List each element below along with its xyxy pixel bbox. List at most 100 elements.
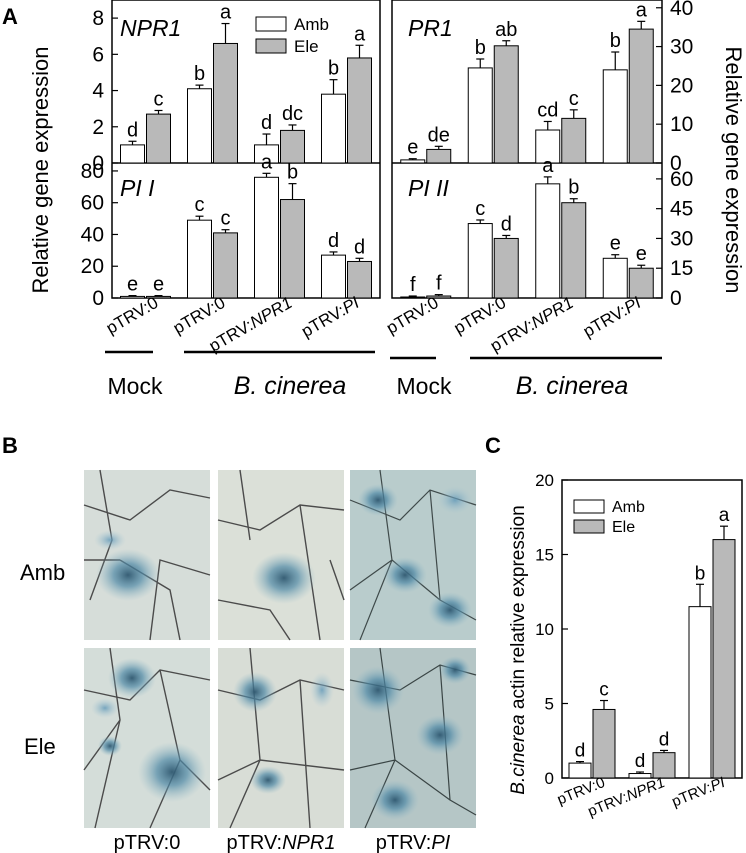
bar-amb [321,93,346,164]
lesion [98,736,122,756]
y-tick-label: 2 [92,116,104,139]
legend-c: Amb Ele [573,499,645,536]
c-bar-ele [592,708,616,779]
c-y-tick-label: 20 [535,471,554,490]
y-tick-label: 0 [92,152,104,175]
lesion [437,486,473,514]
x-tick-label-prefix: pTRV: [383,298,433,338]
y-tick-label: 60 [670,168,693,191]
leaf-veins [217,647,345,829]
photo-col-label-ptrvnpr1: pTRV:NPR1 [227,832,336,853]
x-tick-label-prefix: pTRV: [580,301,630,341]
c-bar-amb [688,606,712,779]
y-tick-label: 4 [92,80,104,103]
c-bar-ele [652,752,676,779]
y-tick-label: 0 [92,287,104,310]
significance-letter: d [261,112,272,134]
significance-letter: a [636,0,648,21]
y-tick-label: 6 [92,43,104,66]
significance-letter: a [542,155,554,177]
frame-a-left [111,0,381,299]
legend-a: Amb Ele [255,15,329,56]
bar-ele [493,45,519,164]
lesion [250,766,286,794]
x-tick-label-gene: NPR1 [247,293,296,332]
c-y-axis-label-organism: B.cinerea [508,714,529,794]
x-tick-label: pTRV:PI [580,293,645,341]
bar-ele [280,129,305,164]
title-pi2: PI II [408,175,450,201]
bar-ele [213,42,238,164]
lesion [358,484,398,516]
lesion [108,658,156,698]
y-tick-label: 40 [670,0,693,20]
c-bar-amb [568,762,592,779]
lesion [252,552,316,604]
legend-c-swatch-amb [573,499,605,514]
significance-letter: c [154,88,164,110]
c-significance-letter: d [635,751,646,772]
significance-letter: d [328,230,339,252]
x-tick-label-prefix: pTRV: [487,316,537,356]
c-x-tick-label: pTRV:PI [669,774,727,811]
bar-ele [280,199,305,299]
y-tick-label: 0 [670,152,682,175]
bar-amb [602,257,628,299]
bar-ele [347,260,372,299]
significance-letter: d [127,119,138,141]
c-x-tick-label-gene: PI [708,774,728,795]
y-tick-label: 60 [81,192,104,215]
y-tick-label: 45 [670,198,693,221]
bar-ele [493,237,519,299]
photo-ele-ptrv0 [83,647,211,829]
panel-label-c: C [485,433,501,458]
significance-letter: c [569,88,579,110]
lesion [371,780,419,820]
significance-letter: b [328,58,339,80]
significance-letter: f [436,273,442,295]
bar-amb [120,295,145,299]
panel-label-a: A [2,4,18,29]
bar-amb [187,219,212,299]
photo-col-label-gene: PI [431,832,450,853]
y-tick-label: 30 [670,227,693,250]
c-bar-amb [628,773,652,779]
significance-letter: cd [537,99,558,121]
legend-c-label-amb: Amb [612,499,645,516]
bar-amb [254,176,279,299]
c-significance-letter: a [719,505,730,526]
significance-letter: a [220,2,232,24]
significance-letter: c [221,208,231,230]
legend-swatch-ele [255,38,287,54]
title-pi1: PI I [120,175,155,201]
photo-col-label-ptrv0: pTRV:0 [114,832,181,853]
significance-letter: de [428,124,450,146]
x-tick-label-prefix: pTRV: [206,316,256,356]
significance-letter: dc [282,103,303,125]
y-tick-label: 20 [81,255,104,278]
x-tick-label: pTRV:PI [298,293,363,341]
lesion [233,672,277,712]
lesion [310,672,334,708]
photo-row-label-ele: Ele [24,734,56,759]
significance-letter: c [195,194,205,216]
legend-c-label-ele: Ele [612,519,635,536]
bar-ele [426,148,452,164]
c-significance-letter: b [695,563,706,584]
bar-amb [321,254,346,299]
significance-letter: b [610,30,621,52]
significance-letter: f [410,274,416,296]
legend-swatch-amb [255,16,287,32]
lesion [96,549,160,601]
significance-letter: b [475,37,486,59]
x-tick-label-prefix: pTRV: [298,301,348,341]
group-label-mock-right: Mock [397,373,452,399]
bar-ele [561,117,587,164]
significance-letter: e [610,233,621,255]
bar-amb [120,144,145,164]
y-tick-label: 15 [670,257,693,280]
frame-a-right [391,0,663,299]
y-tick-label: 20 [670,74,693,97]
